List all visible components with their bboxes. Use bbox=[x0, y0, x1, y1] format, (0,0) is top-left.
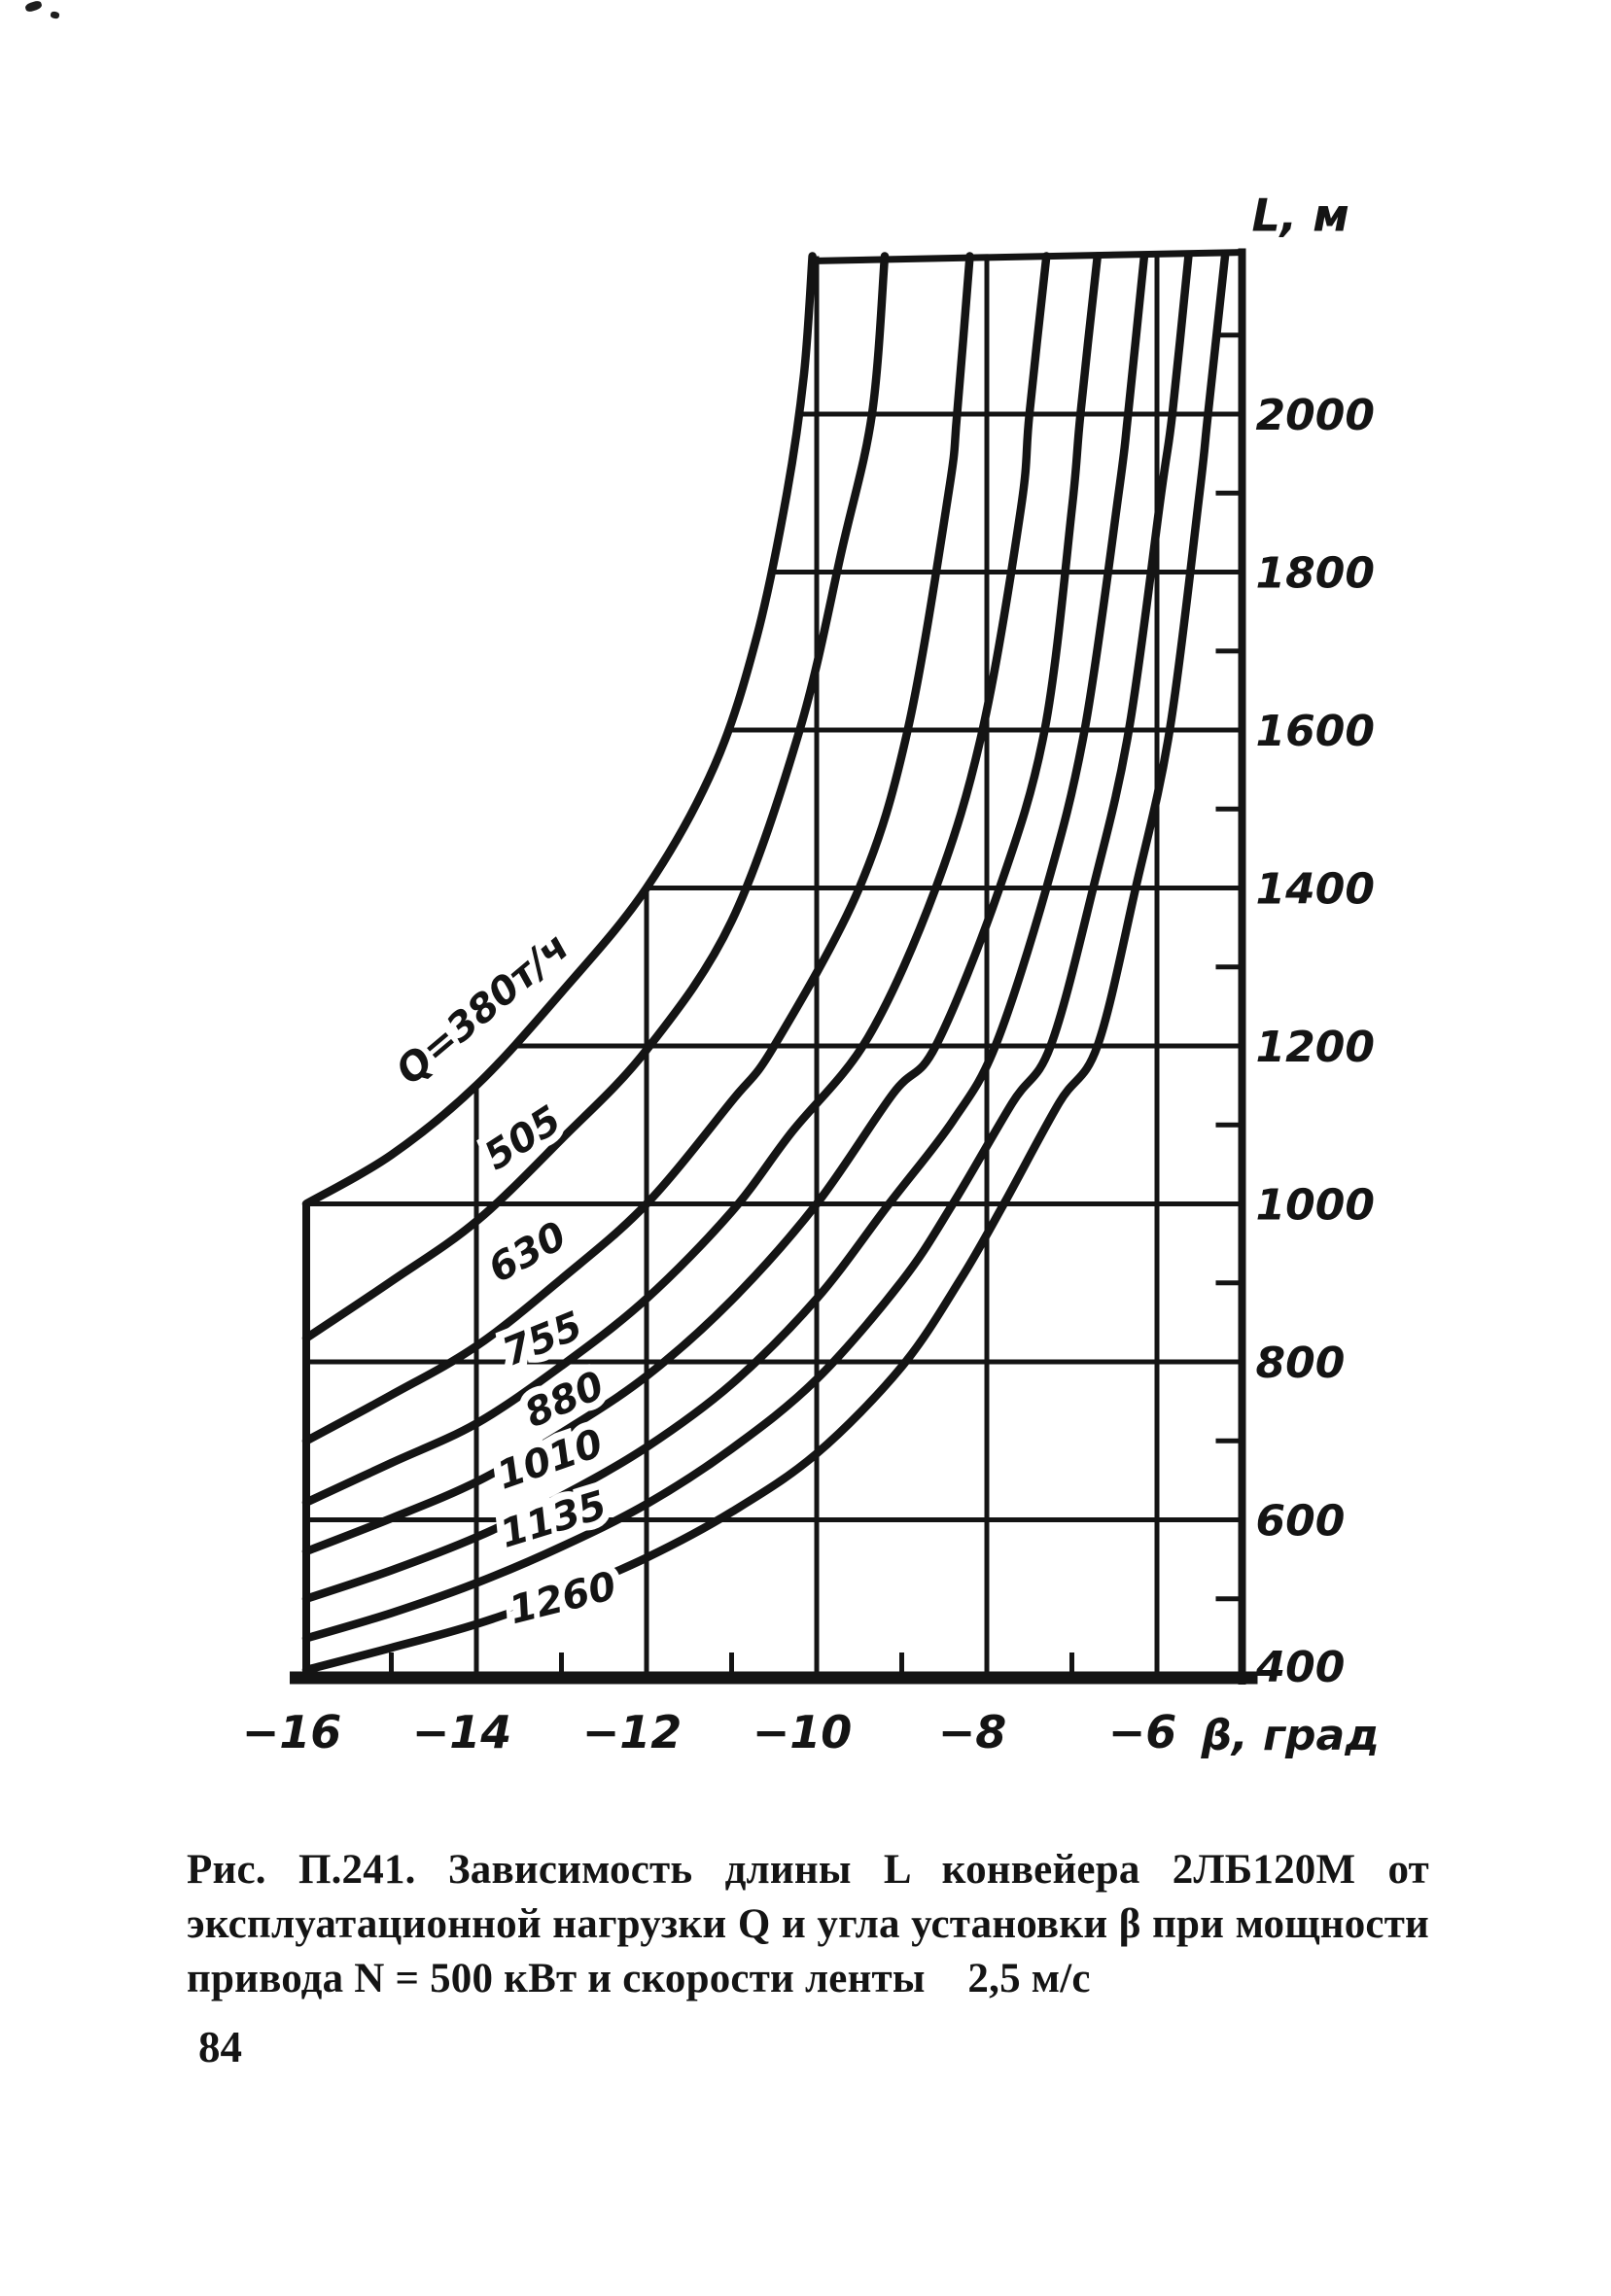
page-number: 84 bbox=[198, 2023, 242, 2071]
y-tick-label-1800: 1800 bbox=[1256, 549, 1375, 599]
curve-label-1260: 1260 bbox=[505, 1564, 620, 1634]
y-tick-label-1600: 1600 bbox=[1256, 707, 1375, 756]
y-tick-label-1400: 1400 bbox=[1256, 865, 1375, 915]
y-tick-label-600: 600 bbox=[1256, 1497, 1346, 1547]
x-tick-label--12: −12 bbox=[582, 1706, 683, 1758]
caption-line-1: Рис. П.241. Зависимость длины L конвейер… bbox=[187, 1847, 1429, 1893]
x-tick-label--8: −8 bbox=[938, 1706, 1007, 1758]
curve-630 bbox=[301, 252, 974, 1445]
y-tick-label-2000: 2000 bbox=[1256, 391, 1375, 440]
curve-label-505: 505 bbox=[476, 1097, 569, 1179]
x-tick-label--6: −6 bbox=[1108, 1706, 1177, 1758]
curve-505 bbox=[301, 252, 890, 1342]
curve-755 bbox=[301, 252, 1051, 1507]
caption-line-3: привода N = 500 кВт и скорости ленты 2,5… bbox=[187, 1956, 1091, 2001]
y-tick-label-1200: 1200 bbox=[1256, 1023, 1375, 1072]
curve-1010 bbox=[301, 252, 1149, 1604]
y-tick-label-400: 400 bbox=[1255, 1643, 1346, 1692]
curve-1135 bbox=[301, 252, 1193, 1643]
curve-880 bbox=[301, 252, 1103, 1556]
x-axis-title: β, град bbox=[1201, 1711, 1380, 1760]
y-tick-label-800: 800 bbox=[1256, 1339, 1346, 1388]
curve-Q380тч bbox=[301, 252, 817, 1208]
curve-1260 bbox=[301, 252, 1230, 1675]
chart-top-boundary bbox=[810, 249, 1245, 264]
caption-line-2: эксплуатационной нагрузки Q и угла устан… bbox=[187, 1901, 1429, 1947]
figure-caption: Рис. П.241. Зависимость длины L конвейер… bbox=[187, 1843, 1429, 2006]
x-tick-label--16: −16 bbox=[242, 1706, 342, 1758]
y-tick-label-1000: 1000 bbox=[1256, 1181, 1375, 1231]
y-axis-title: L, м bbox=[1252, 190, 1349, 242]
x-tick-label--10: −10 bbox=[753, 1706, 853, 1758]
x-tick-label--14: −14 bbox=[412, 1706, 512, 1758]
curve-label-880: 880 bbox=[518, 1363, 611, 1437]
curve-label-755: 755 bbox=[497, 1304, 589, 1375]
